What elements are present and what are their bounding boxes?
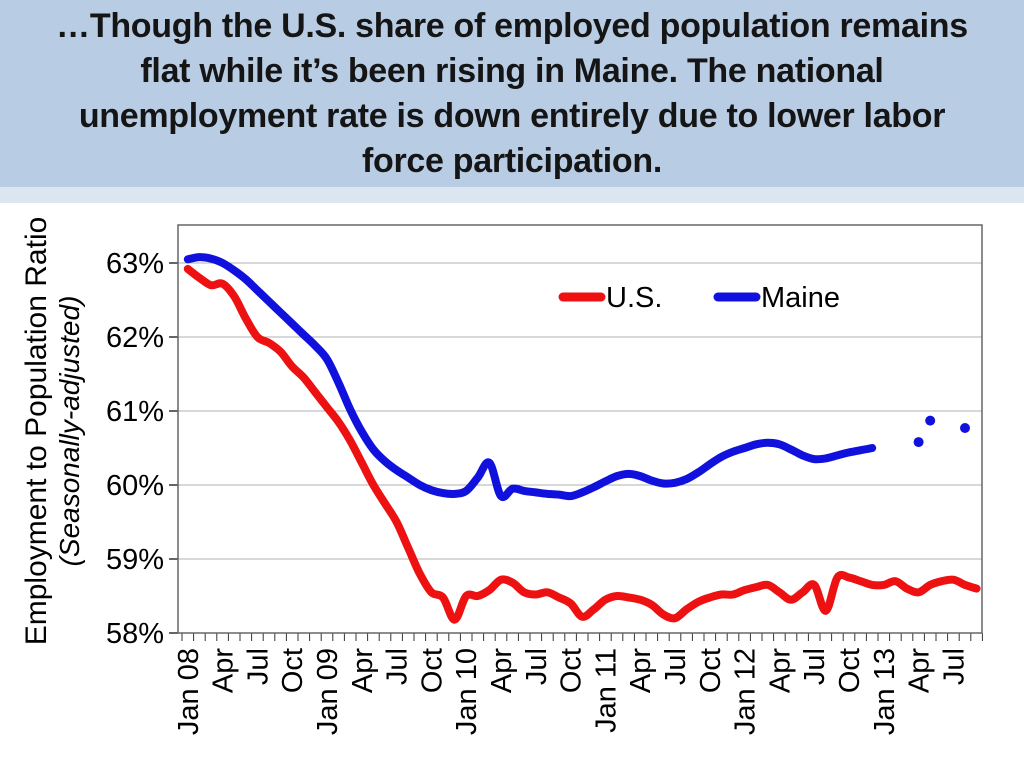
title-band-accent-strip (0, 187, 1024, 203)
x-tick-label: Oct (277, 648, 309, 693)
gridlines (178, 262, 982, 560)
x-tick-label: Jan 11 (590, 648, 622, 733)
slide-title-line-1: …Though the U.S. share of employed popul… (56, 6, 968, 45)
y-axis-subtitle: (Seasonally-adjusted) (54, 296, 85, 567)
title-band: …Though the U.S. share of employed popul… (0, 0, 1024, 187)
x-tick-label: Oct (695, 648, 727, 693)
x-tick-label: Apr (347, 648, 379, 693)
y-tick-label: 62% (106, 322, 164, 354)
y-tick-label: 63% (106, 248, 164, 280)
y-axis-labels: 58% 59% 60% 61% 62% 63% (106, 248, 164, 650)
x-tick-label: Jul (382, 648, 414, 685)
legend-us-label: U.S. (606, 282, 662, 314)
x-tick-label: Jul (660, 648, 692, 685)
y-tick-label: 60% (106, 470, 164, 502)
x-tick-label: Jul (938, 648, 970, 685)
maine-dot (913, 437, 924, 448)
legend: U.S. Maine (558, 282, 840, 314)
slide-title-line-4: force participation. (361, 141, 663, 180)
us-line (183, 264, 981, 624)
x-tick-label: Jan 09 (312, 648, 344, 735)
x-tick-label: Apr (764, 648, 796, 693)
slide-title-line-3: unemployment rate is down entirely due t… (78, 96, 946, 135)
y-tick-label: 59% (106, 544, 164, 576)
plot-area (178, 225, 982, 633)
x-axis-ticks (181, 633, 983, 641)
x-tick-label: Apr (904, 648, 936, 693)
y-axis-title: Employment to Population Ratio (20, 217, 53, 646)
y-tick-label: 58% (106, 618, 164, 650)
x-tick-label: Apr (208, 648, 240, 693)
maine-dot (925, 415, 936, 426)
x-tick-label: Jul (242, 648, 274, 685)
plot-frame (177, 224, 983, 634)
x-tick-label: Apr (486, 648, 518, 693)
series-lines (183, 253, 981, 624)
slide-title-line-2: flat while it’s been rising in Maine. Th… (140, 51, 884, 90)
maine-dot (960, 423, 970, 434)
legend-maine-label: Maine (761, 282, 840, 314)
y-axis-ticks (169, 262, 178, 634)
x-tick-label: Apr (625, 648, 657, 693)
x-tick-label: Jul (799, 648, 831, 685)
x-tick-label: Jan 12 (730, 648, 762, 735)
x-axis-labels: Jan 08 Apr Jul Oct Jan 09 Apr Jul Oct Jan 10 Apr J… (173, 648, 971, 735)
maine-line (183, 253, 877, 502)
x-tick-label: Jan 08 (173, 648, 205, 735)
x-tick-label: Oct (834, 648, 866, 693)
x-tick-label: Jan 13 (869, 648, 901, 735)
x-tick-label: Jan 10 (451, 648, 483, 735)
y-tick-label: 61% (106, 396, 164, 428)
x-tick-label: Oct (416, 648, 448, 693)
x-tick-label: Jul (521, 648, 553, 685)
x-tick-label: Oct (556, 648, 588, 693)
